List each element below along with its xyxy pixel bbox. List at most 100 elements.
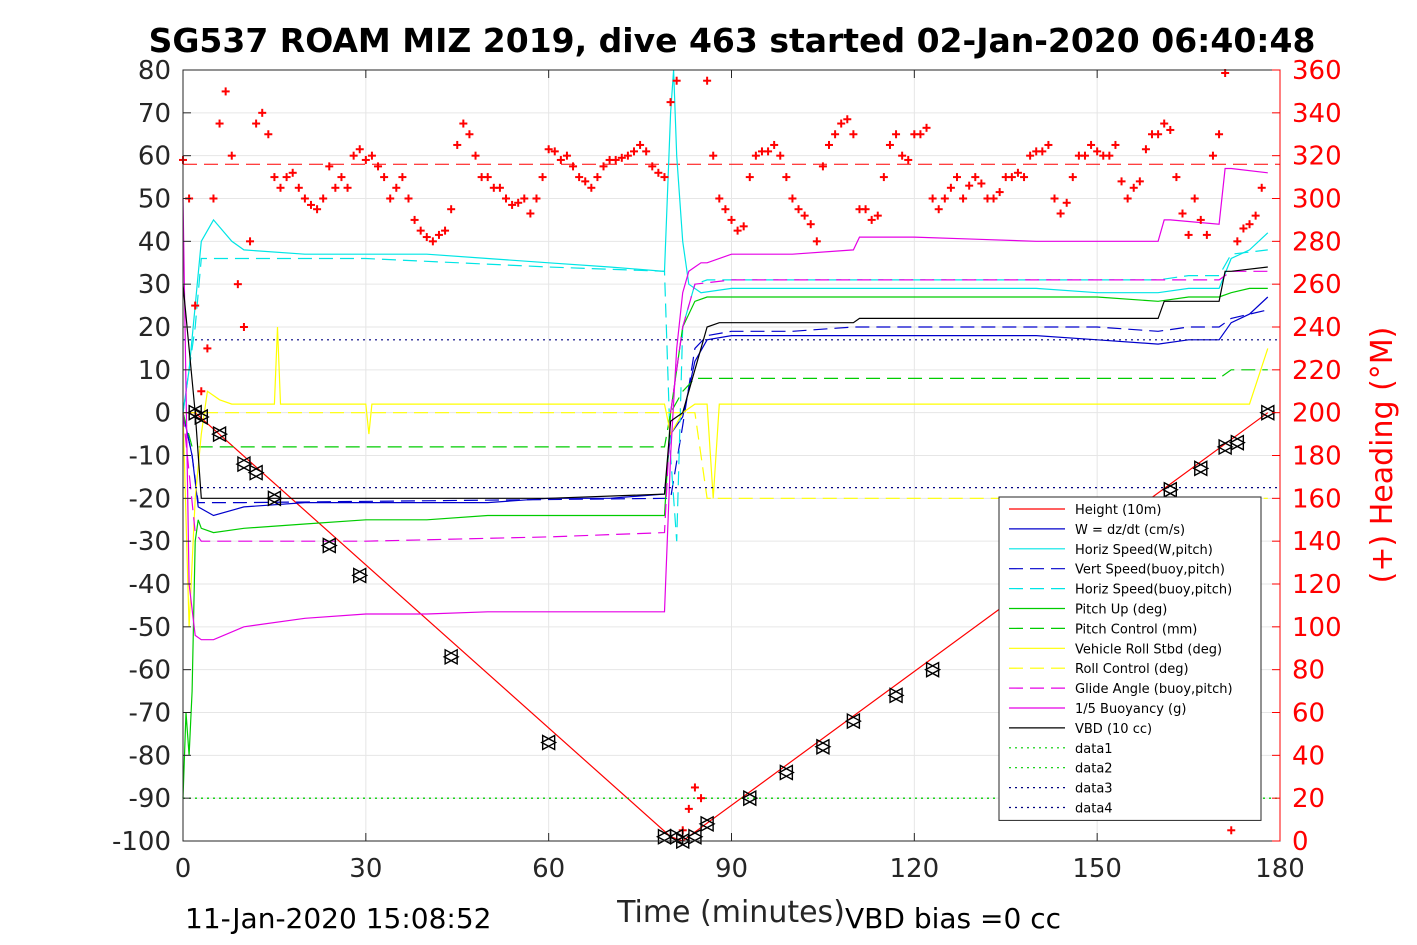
y-tick-label-left: 20 [138,313,171,343]
heading-point [806,220,815,229]
heading-point [544,145,553,154]
footer-vbd-bias: VBD bias =0 cc [845,902,1061,935]
y-tick-label-left: -70 [129,699,171,729]
y-tick-label-right: 180 [1292,442,1342,472]
heading-point [1245,220,1254,229]
y-tick-label-left: 60 [138,142,171,172]
heading-point [654,168,663,177]
heading-point [751,151,760,160]
heading-point [1160,119,1169,128]
heading-point [879,173,888,182]
heading-point [849,130,858,139]
legend-entry: 1/5 Buoyancy (g) [1075,702,1186,717]
heading-point [581,177,590,186]
legend-entry: data2 [1075,762,1113,777]
heading-point [629,147,638,156]
heading-point [904,155,913,164]
heading-point [1154,130,1163,139]
y-tick-label-right: 0 [1292,827,1309,857]
triangle-marker [1161,481,1179,498]
heading-point [1184,230,1193,239]
triangle-marker [741,789,759,807]
heading-point [946,183,955,192]
heading-point [306,200,315,209]
heading-point [1233,237,1242,246]
heading-point [361,155,370,164]
x-axis-label: Time (minutes) [616,895,845,930]
y-tick-label-right: 80 [1292,656,1325,686]
heading-point [233,280,242,289]
heading-point [215,119,224,128]
y-tick-label-right: 20 [1292,784,1325,814]
series-line-8 [183,412,1268,499]
heading-point [623,151,632,160]
legend-entry: Vert Speed(buoy,pitch) [1075,563,1225,578]
heading-point [313,205,322,214]
heading-point [1196,215,1205,224]
x-tick-label: 150 [1072,854,1122,884]
heading-point [508,200,517,209]
heading-point [703,76,712,85]
heading-point [1208,151,1217,160]
heading-point [959,194,968,203]
heading-point [788,194,797,203]
heading-point [1227,826,1236,835]
heading-point [343,183,352,192]
triangle-marker [351,567,369,584]
chart-title: SG537 ROAM MIZ 2019, dive 463 started 02… [149,21,1316,60]
heading-point [300,194,309,203]
heading-point [593,173,602,182]
heading-point [434,230,443,239]
triangle-marker [686,828,704,845]
axes: 0 30 60 90 120 150 18080706050403020100-10-20-… [112,56,1342,884]
heading-point [971,173,980,182]
heading-point [690,783,699,792]
heading-point [337,173,346,182]
markers-layer [186,404,1277,850]
triangle-marker [814,738,832,755]
heading-point [532,194,541,203]
heading-point [782,173,791,182]
series-line-2 [182,69,1269,413]
y-tick-label-left: 40 [138,227,171,257]
triangle-marker [777,764,795,781]
y-tick-label-right: 200 [1292,399,1342,429]
heading-point [989,194,998,203]
heading-point [892,130,901,139]
heading-point [1080,151,1089,160]
heading-point [331,183,340,192]
legend-entry: Horiz Speed(buoy,pitch) [1075,583,1232,598]
heading-point [404,194,413,203]
heading-point [1105,151,1114,160]
heading-point [1068,173,1077,182]
heading-point [1129,183,1138,192]
heading-point [1215,130,1224,139]
y-tick-label-left: 70 [138,99,171,129]
heading-point [867,215,876,224]
heading-point [672,76,681,85]
heading-point [1062,198,1071,207]
heading-point [1178,209,1187,218]
heading-point [270,173,279,182]
heading-point [922,123,931,132]
legend-entry: Roll Control (deg) [1075,662,1189,677]
heading-point [873,211,882,220]
y-tick-label-left: -10 [129,442,171,472]
x-tick-label: 30 [349,854,382,884]
legend-entry: Pitch Up (deg) [1075,603,1167,618]
heading-point [1038,147,1047,156]
heading-point [636,140,645,149]
y-tick-label-right: 320 [1292,142,1342,172]
heading-point [715,194,724,203]
triangle-marker [442,648,460,665]
x-tick-label: 60 [532,854,565,884]
y-tick-label-right: 360 [1292,56,1342,86]
heading-point [885,140,894,149]
heading-point [1026,151,1035,160]
heading-point [502,194,511,203]
heading-point [569,162,578,171]
heading-point [599,162,608,171]
y-tick-label-left: 50 [138,185,171,215]
heading-point [739,222,748,231]
y-tick-label-right: 140 [1292,527,1342,557]
